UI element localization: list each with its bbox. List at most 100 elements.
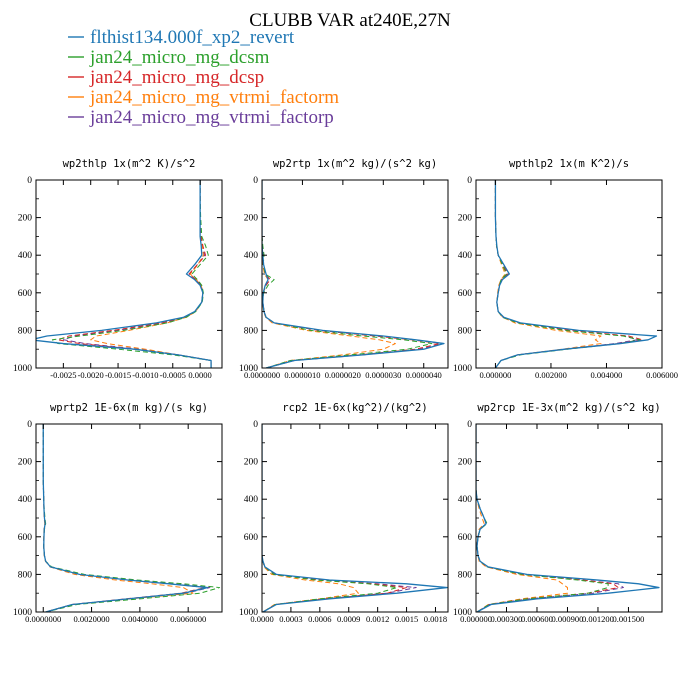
xtick-label: 0.000300 [491, 614, 523, 624]
ytick-label: 1000 [239, 364, 258, 374]
ytick-label: 800 [18, 326, 33, 336]
panel-2: wp2rtp 1x(m^2 kg)/(s^2 kg) 0 200 400 600 800 1… [239, 158, 449, 380]
legend-label-factorp: jan24_micro_mg_vtrmi_factorp [89, 107, 334, 128]
series-group [494, 180, 658, 368]
ytick-label: 200 [18, 214, 33, 224]
panel-3: wpthlp2 1x(m K^2)/s 0 200 400 600 800 1000 0.00… [453, 158, 678, 380]
series-line-dcsp [262, 424, 408, 612]
series-group [42, 424, 221, 612]
ytick-label: 200 [458, 214, 473, 224]
xtick-label: 0.0000 [188, 370, 211, 380]
panel-grid: wp2thlp 1x(m^2 K)/s^2 0 200 400 600 800 1000 -0… [13, 158, 678, 624]
series-group [262, 180, 445, 368]
series-line-flthist [36, 180, 212, 368]
ytick-label: 800 [18, 570, 33, 580]
xtick-label: 0.0000000 [244, 370, 280, 380]
series-line-flthist [262, 424, 448, 612]
series-line-factorm [262, 180, 396, 368]
ytick-label: 200 [458, 458, 473, 468]
ytick-label: 1000 [453, 608, 472, 618]
xtick-label: 0.0000040 [406, 370, 442, 380]
series-line-factorm [494, 180, 602, 368]
xtick-label: 0.0000020 [325, 370, 361, 380]
xtick-label: -0.0020 [78, 370, 104, 380]
ytick-label: 800 [244, 570, 259, 580]
panel-title: rcp2 1E-6x(kg^2)/(kg^2) [282, 402, 427, 414]
xtick-label: 0.000900 [552, 614, 584, 624]
xtick-label: 0.0040000 [122, 614, 158, 624]
series-line-flthist [476, 424, 660, 612]
series-line-dcsm [494, 180, 641, 368]
legend-label-dcsm: jan24_micro_mg_dcsm [89, 47, 270, 68]
xtick-label: 0.0000000 [25, 614, 61, 624]
series-line-flthist [42, 424, 209, 612]
xtick-label: 0.0018 [424, 614, 447, 624]
ytick-label: 600 [18, 533, 33, 543]
ytick-label: 800 [244, 326, 259, 336]
series-line-flthist [494, 180, 658, 368]
xtick-label: 0.000000 [479, 370, 511, 380]
xtick-label: 0.001500 [613, 614, 645, 624]
series-group [36, 180, 212, 368]
ytick-label: 800 [458, 326, 473, 336]
ytick-label: 1000 [453, 364, 472, 374]
ytick-label: 400 [458, 251, 473, 261]
xtick-label: 0.0012 [366, 614, 389, 624]
ytick-label: 0 [467, 420, 472, 430]
xtick-label: 0.0006 [308, 614, 331, 624]
ytick-label: 400 [18, 251, 33, 261]
series-line-factorp [494, 180, 638, 368]
ytick-label: 600 [458, 289, 473, 299]
series-group [476, 424, 660, 612]
ytick-label: 400 [458, 495, 473, 505]
ytick-label: 0 [27, 176, 32, 186]
panel-title: wprtp2 1E-6x(m kg)/(s kg) [50, 402, 208, 414]
xtick-label: -0.0010 [132, 370, 158, 380]
series-line-dcsm [476, 424, 609, 612]
ytick-label: 0 [27, 420, 32, 430]
panel-title: wp2rcp 1E-3x(m^2 kg)/(s^2 kg) [477, 402, 660, 414]
series-line-dcsm [262, 180, 433, 368]
xtick-label: 0.0020000 [73, 614, 109, 624]
series-line-dcsp [476, 424, 619, 612]
series-line-flthist [262, 180, 445, 368]
xtick-label: -0.0025 [50, 370, 76, 380]
xtick-label: 0.002000 [535, 370, 567, 380]
ytick-label: 0 [253, 420, 258, 430]
xtick-label: 0.001200 [582, 614, 614, 624]
ytick-label: 400 [244, 495, 259, 505]
panel-4: wprtp2 1E-6x(m kg)/(s kg) 0 200 400 600 800 10… [13, 402, 223, 624]
ytick-label: 600 [244, 533, 259, 543]
panel-title: wp2thlp 1x(m^2 K)/s^2 [63, 158, 196, 170]
panel-5: rcp2 1E-6x(kg^2)/(kg^2) 0 200 400 600 800 1000… [239, 402, 449, 624]
legend-label-dcsp: jan24_micro_mg_dcsp [89, 67, 264, 88]
xtick-label: 0.004000 [591, 370, 623, 380]
legend-label-flthist: flthist134.000f_xp2_revert [90, 27, 295, 48]
figure-title: CLUBB VAR at240E,27N [249, 10, 451, 31]
ytick-label: 0 [253, 176, 258, 186]
series-line-dcsm [42, 424, 221, 612]
plot-frame [261, 423, 449, 613]
ytick-label: 1000 [239, 608, 258, 618]
ytick-label: 600 [458, 533, 473, 543]
xtick-label: 0.006000 [646, 370, 678, 380]
series-line-factorp [62, 180, 212, 368]
xtick-label: 0.0000 [250, 614, 273, 624]
series-group [262, 424, 448, 612]
ytick-label: 0 [467, 176, 472, 186]
series-line-dcsp [57, 180, 212, 368]
xtick-label: 0.0009 [337, 614, 360, 624]
ytick-label: 1000 [13, 608, 32, 618]
series-line-factorm [90, 180, 212, 368]
ytick-label: 600 [244, 289, 259, 299]
ytick-label: 1000 [13, 364, 32, 374]
legend-label-factorm: jan24_micro_mg_vtrmi_factorm [89, 87, 339, 108]
series-line-factorm [262, 424, 359, 612]
panel-1: wp2thlp 1x(m^2 K)/s^2 0 200 400 600 800 1000 -0… [13, 158, 223, 380]
series-line-factorp [476, 424, 624, 612]
plot-frame [35, 423, 223, 613]
panel-6: wp2rcp 1E-3x(m^2 kg)/(s^2 kg) 0 200 400 600 8… [453, 402, 663, 624]
ytick-label: 600 [18, 289, 33, 299]
xtick-label: 0.0060000 [170, 614, 206, 624]
